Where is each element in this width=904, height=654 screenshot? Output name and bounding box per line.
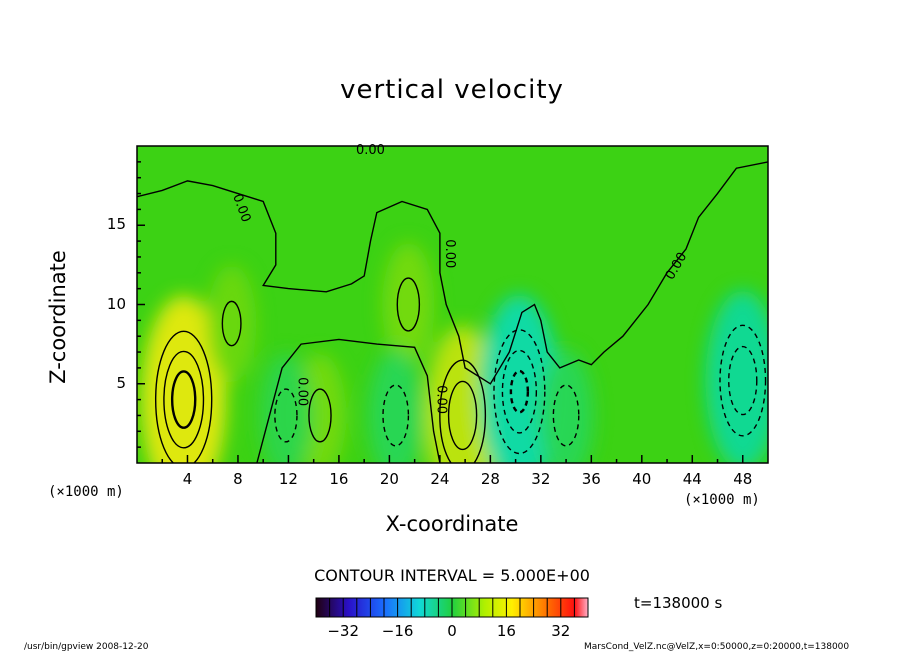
downdraft-shading: [259, 353, 312, 463]
updraft-contour: [308, 388, 332, 443]
downdraft-shading: [705, 290, 768, 463]
downdraft-contour: [274, 388, 298, 443]
x-tick-label: 8: [233, 470, 243, 488]
updraft-shading: [382, 242, 435, 367]
y-tick-label: 5: [116, 373, 126, 392]
x-tick-label: 44: [682, 470, 702, 488]
y-axis-label: Z-coordinate: [46, 250, 70, 384]
downdraft-contour: [728, 345, 758, 416]
colorbar-tick-label: 0: [447, 622, 457, 640]
x-tick-label: 28: [480, 470, 500, 488]
x-tick-label: 24: [430, 470, 450, 488]
updraft-contour: [154, 330, 213, 463]
downdraft-contour: [382, 384, 410, 447]
y-tick-label: 15: [106, 215, 126, 234]
updraft-contour: [221, 300, 242, 347]
contour-label: 0.00: [356, 143, 385, 158]
x-tick-label: 40: [632, 470, 652, 488]
contour-label: 0.00: [295, 377, 310, 406]
downdraft-contour: [501, 349, 538, 434]
y-tick-label: 10: [106, 294, 126, 313]
downdraft-contour: [493, 329, 546, 455]
x-tick-label: 12: [278, 470, 298, 488]
zero-contour: [137, 161, 768, 385]
updraft-contour: [396, 277, 421, 332]
updraft-contour: [170, 370, 197, 429]
contour-interval-text: CONTOUR INTERVAL = 5.000E+00: [314, 566, 590, 585]
x-unit-left: (×1000 m): [48, 484, 124, 500]
downdraft-contour: [719, 324, 767, 437]
zero-contour: [256, 338, 441, 463]
downdraft-shading: [368, 349, 424, 463]
updraft-contour: [439, 359, 487, 463]
downdraft-contour: [552, 384, 580, 447]
chart-title: vertical velocity: [340, 75, 564, 105]
x-tick-label: 32: [531, 470, 551, 488]
updraft-shading: [141, 295, 227, 463]
time-label: t=138000 s: [634, 594, 723, 612]
colorbar-tick-label: −32: [327, 622, 360, 640]
x-unit-right: (×1000 m): [684, 492, 760, 508]
contour-label: 0.00: [433, 385, 448, 414]
x-axis-label: X-coordinate: [385, 512, 519, 536]
x-tick-label: 36: [581, 470, 601, 488]
updraft-shading: [207, 264, 257, 383]
downdraft-shading: [538, 349, 594, 463]
footer-right: MarsCond_VelZ.nc@VelZ,x=0:50000,z=0:2000…: [584, 642, 850, 652]
updraft-shading: [425, 325, 500, 463]
downdraft-contour: [509, 369, 530, 414]
footer-left: /usr/bin/gpview 2008-12-20: [24, 642, 149, 652]
colorbar-tick-label: 32: [551, 622, 571, 640]
updraft-contour: [447, 380, 478, 451]
colorbar-tick-label: −16: [381, 622, 414, 640]
contour-label: 0.00: [442, 239, 457, 268]
colorbar-tick-label: 16: [496, 622, 516, 640]
x-tick-label: 48: [733, 470, 753, 488]
x-tick-label: 20: [379, 470, 399, 488]
updraft-contour: [163, 350, 205, 449]
x-tick-label: 4: [182, 470, 193, 488]
x-tick-label: 16: [329, 470, 349, 488]
